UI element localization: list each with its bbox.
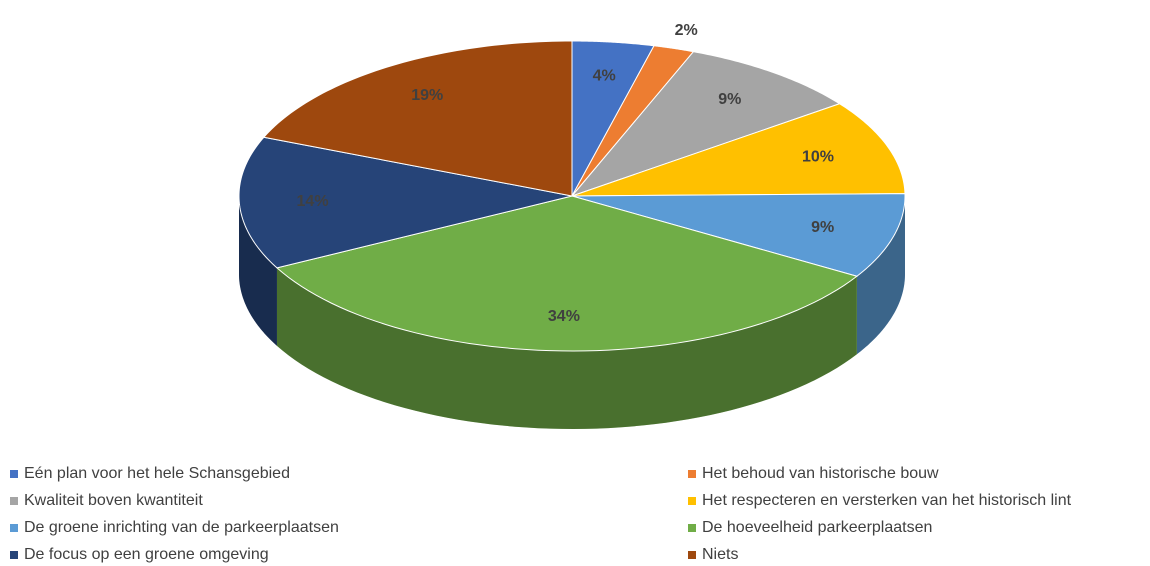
- data-label: 4%: [593, 67, 616, 84]
- legend-label: Het respecteren en versterken van het hi…: [702, 492, 1072, 509]
- pie-slice: [262, 40, 573, 197]
- pie-slice: [571, 45, 695, 197]
- legend-swatch: [10, 551, 18, 559]
- data-label: 2%: [675, 22, 698, 39]
- pie-slice: [571, 193, 906, 277]
- legend-label: Niets: [702, 546, 738, 563]
- pie-wall: [276, 267, 857, 429]
- legend-swatch: [688, 524, 696, 532]
- legend-label: Het behoud van historische bouw: [702, 465, 939, 482]
- data-label: 34%: [548, 308, 580, 325]
- pie-slice: [571, 40, 655, 197]
- legend-swatch: [688, 551, 696, 559]
- data-label: 19%: [411, 87, 443, 104]
- pie-slice: [238, 136, 573, 269]
- data-label: 9%: [811, 219, 834, 236]
- legend-swatch: [688, 470, 696, 478]
- data-label: 9%: [718, 91, 741, 108]
- pie-wall: [856, 196, 905, 355]
- legend-label: Eén plan voor het hele Schansgebied: [24, 465, 290, 482]
- wall-shade: [856, 196, 905, 355]
- legend-label: De hoeveelheid parkeerplaatsen: [702, 519, 932, 536]
- legend-swatch: [10, 524, 18, 532]
- legend-label: De groene inrichting van de parkeerplaat…: [24, 519, 339, 536]
- data-label: 10%: [802, 148, 834, 165]
- legend-label: De focus op een groene omgeving: [24, 546, 269, 563]
- pie-slice: [275, 195, 858, 352]
- legend-swatch: [10, 470, 18, 478]
- wall-shade: [276, 267, 857, 429]
- data-label: 14%: [297, 193, 329, 210]
- pie-slice: [571, 103, 906, 197]
- pie-slice: [570, 51, 841, 198]
- legend-label: Kwaliteit boven kwantiteit: [24, 492, 203, 509]
- legend-swatch: [688, 497, 696, 505]
- legend-swatch: [10, 497, 18, 505]
